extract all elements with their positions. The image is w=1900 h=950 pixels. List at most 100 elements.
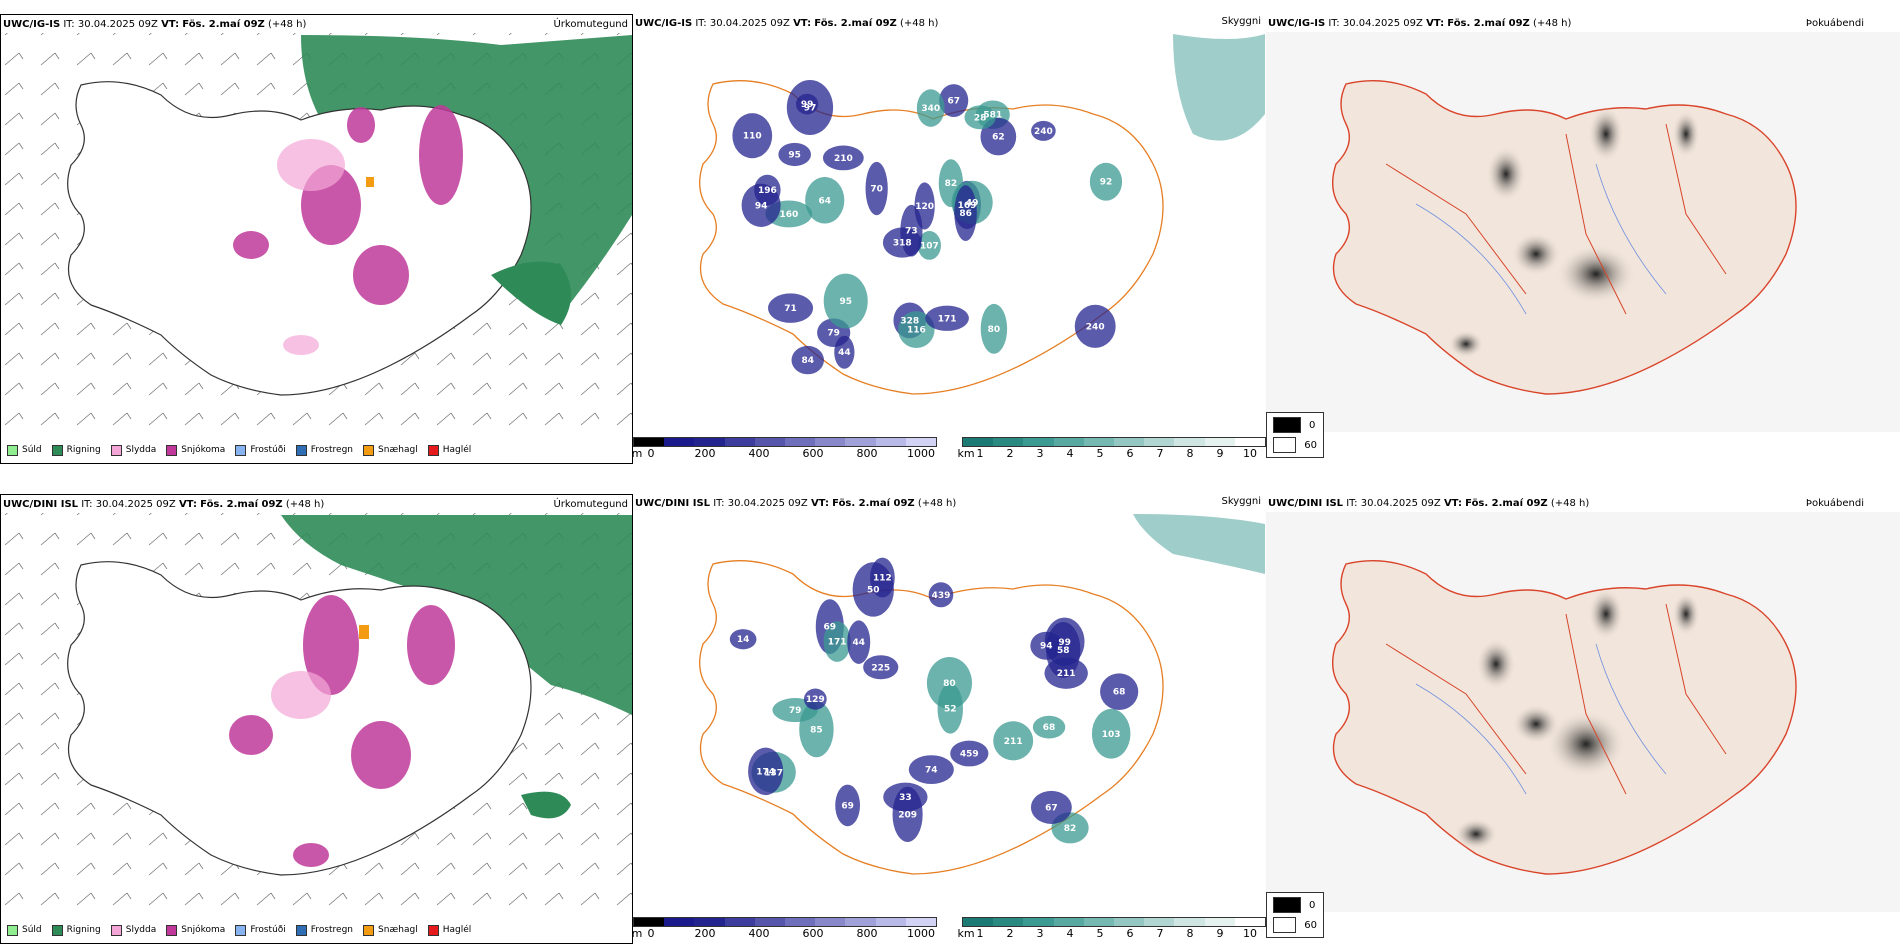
- visibility-blob: [1032, 715, 1066, 739]
- visibility-value: 318: [893, 239, 912, 249]
- legend-item: Snjókoma: [166, 923, 225, 937]
- visibility-blob: [914, 182, 935, 230]
- height-colorbar-bottom: [633, 917, 937, 927]
- visibility-blob: [882, 227, 922, 258]
- colorbar-tick: 0: [647, 927, 655, 940]
- visibility-value: 79: [827, 329, 840, 339]
- legend-item: Snæhagl: [363, 923, 418, 937]
- visibility-blob: [748, 747, 784, 796]
- visibility-value: 169: [958, 201, 977, 211]
- colorbar-tick: 9: [1216, 927, 1224, 940]
- colorbar-cell: [634, 438, 665, 446]
- legend-item: Rigning: [51, 923, 101, 937]
- visibility-blob: [803, 688, 827, 710]
- visibility-blob: [834, 335, 855, 369]
- colorbar-cell: [875, 918, 906, 926]
- visibility-blobs: [729, 557, 1139, 844]
- visibility-value: 112: [873, 574, 892, 584]
- legend-item: Frostúði: [235, 923, 286, 937]
- visibility-blob: [778, 142, 811, 167]
- colorbar-cell: [1144, 918, 1175, 926]
- visibility-blob: [1091, 708, 1131, 759]
- visibility-value: 137: [764, 768, 783, 778]
- fog-swatch: [1273, 437, 1297, 453]
- precip-type-map-bottom: UWC/DINI ISL IT: 30.04.2025 09Z VT: Fös.…: [0, 494, 633, 944]
- legend-item: Frostregn: [295, 923, 353, 937]
- iceland-map-precip: [1, 513, 632, 913]
- height-ticks-bottom: m 0 200 400 600 800 1000: [631, 927, 935, 941]
- visibility-blob: [847, 620, 871, 664]
- colorbar-cell: [754, 438, 786, 446]
- colorbar-cell: [815, 918, 846, 926]
- visibility-value: 94: [1040, 642, 1053, 652]
- visibility-value: 210: [834, 154, 853, 164]
- visibility-blob: [928, 582, 954, 608]
- visibility-value: 58: [1057, 646, 1070, 656]
- visibility-value: 174: [756, 767, 775, 777]
- visibility-value: 211: [1057, 669, 1076, 679]
- visibility-value: 69: [841, 801, 854, 811]
- visibility-value: 92: [1100, 178, 1113, 188]
- visibility-blob: [732, 113, 773, 159]
- legend-item: Haglél: [427, 443, 471, 457]
- visibility-value: 82: [1064, 824, 1077, 834]
- colorbar-tick: 1000: [907, 927, 935, 940]
- visibility-value: 68: [1043, 723, 1056, 733]
- fog-legend-item: 0: [1273, 897, 1317, 913]
- visibility-value: 439: [932, 591, 951, 601]
- colorbar-cell: [1174, 918, 1205, 926]
- visibility-value: 107: [920, 241, 939, 251]
- colorbar-cell: [664, 438, 695, 446]
- colorbar-cell: [963, 438, 994, 446]
- fog-legend-item: 60: [1273, 437, 1317, 453]
- visibility-value: 97: [804, 104, 817, 114]
- visibility-value: 196: [758, 186, 777, 196]
- visibility-value: 171: [828, 638, 847, 648]
- visibility-blob: [883, 782, 928, 812]
- height-colorbar-top: [633, 437, 937, 447]
- colorbar-cell: [1234, 438, 1266, 446]
- visibility-value: 95: [788, 150, 801, 160]
- iceland-map-visibility: 103 94 69 80 68 14 137 112 99 171 459 209 211 50 33 79 6…: [699, 514, 1265, 875]
- colorbar-cell: [963, 918, 994, 926]
- visibility-blob: [754, 174, 781, 206]
- panel-header: UWC/IG-IS IT: 30.04.2025 09Z VT: Fös. 2.…: [1268, 18, 1572, 29]
- visibility-ticks-top: km 1 2 3 4 5 6 7 8 9 10: [957, 447, 1264, 461]
- visibility-blob: [980, 117, 1017, 156]
- colorbar-unit: m: [631, 447, 643, 460]
- colorbar-cell: [1023, 918, 1054, 926]
- colorbar-cell: [1023, 438, 1054, 446]
- legend-swatch: [7, 444, 18, 456]
- fog-legend-item: 60: [1273, 917, 1317, 933]
- visibility-value: 171: [938, 314, 957, 324]
- panel-header: UWC/IG-IS IT: 30.04.2025 09Z VT: Fös. 2.…: [635, 18, 939, 29]
- colorbar-tick: 0: [647, 447, 655, 460]
- visibility-value: 64: [818, 196, 831, 206]
- colorbar-unit: m: [631, 927, 643, 940]
- visibility-blob: [917, 231, 941, 260]
- precip-type-map-top: UWC/IG-IS IT: 30.04.2025 09Z VT: Fös. 2.…: [0, 14, 633, 464]
- panel-header: UWC/IG-IS IT: 30.04.2025 09Z VT: Fös. 2.…: [3, 19, 307, 30]
- colorbar-tick: 200: [694, 927, 716, 940]
- colorbar-cell: [993, 438, 1024, 446]
- visibility-blob: [1089, 162, 1123, 201]
- colorbar-unit: km: [957, 927, 975, 940]
- colorbar-cell: [1053, 918, 1084, 926]
- colorbar-cell: [1174, 438, 1205, 446]
- visibility-blob: [729, 629, 757, 650]
- colorbar-tick: 4: [1066, 447, 1074, 460]
- colorbar-tick: 1: [976, 447, 984, 460]
- legend-item: Súld: [7, 923, 42, 937]
- visibility-colorbar-top: [962, 437, 1266, 447]
- visibility-blob: [980, 303, 1008, 354]
- visibility-value: 67: [947, 97, 960, 107]
- height-ticks-top: m 0 200 400 600 800 1000: [631, 447, 935, 461]
- visibility-blob: [993, 721, 1034, 761]
- fog-index-map-bottom: UWC/DINI ISL IT: 30.04.2025 09Z VT: Fös.…: [1266, 494, 1900, 942]
- colorbar-cell: [845, 438, 876, 446]
- precip-legend: Súld Rigning Slydda Snjókoma Frostúði Fr…: [7, 443, 481, 457]
- colorbar-cell: [634, 918, 665, 926]
- visibility-blob: [835, 784, 860, 827]
- visibility-ticks-bottom: km 1 2 3 4 5 6 7 8 9 10: [957, 927, 1264, 941]
